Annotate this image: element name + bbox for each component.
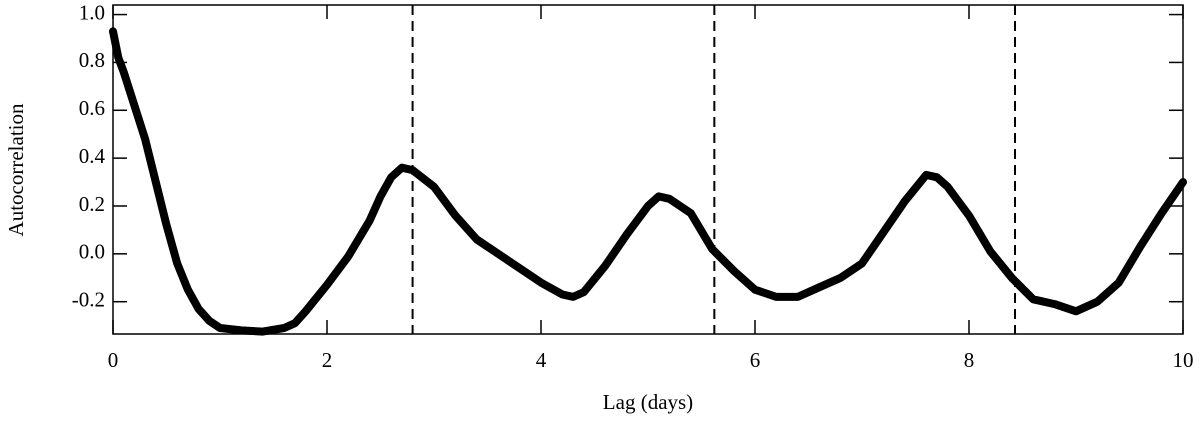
y-tick-label: 0.2 [79, 192, 105, 216]
data-line [109, 27, 1187, 336]
y-axis-label: Autocorrelation [4, 103, 28, 236]
x-tick-label: 10 [1173, 348, 1194, 372]
y-tick-label: 0.0 [79, 240, 105, 264]
y-tick-label: 0.4 [79, 144, 106, 168]
x-tick-label: 4 [536, 348, 547, 372]
x-tick-label: 0 [108, 348, 119, 372]
y-tick-label: 0.6 [79, 96, 105, 120]
y-tick-label: 0.8 [79, 48, 105, 72]
x-tick-label: 2 [322, 348, 333, 372]
x-tick-label: 8 [964, 348, 975, 372]
y-tick-label: 1.0 [79, 0, 105, 24]
plot-frame [112, 4, 1184, 335]
y-tick-label: -0.2 [72, 288, 105, 312]
x-tick-label: 6 [750, 348, 761, 372]
x-axis-label: Lag (days) [603, 390, 693, 414]
